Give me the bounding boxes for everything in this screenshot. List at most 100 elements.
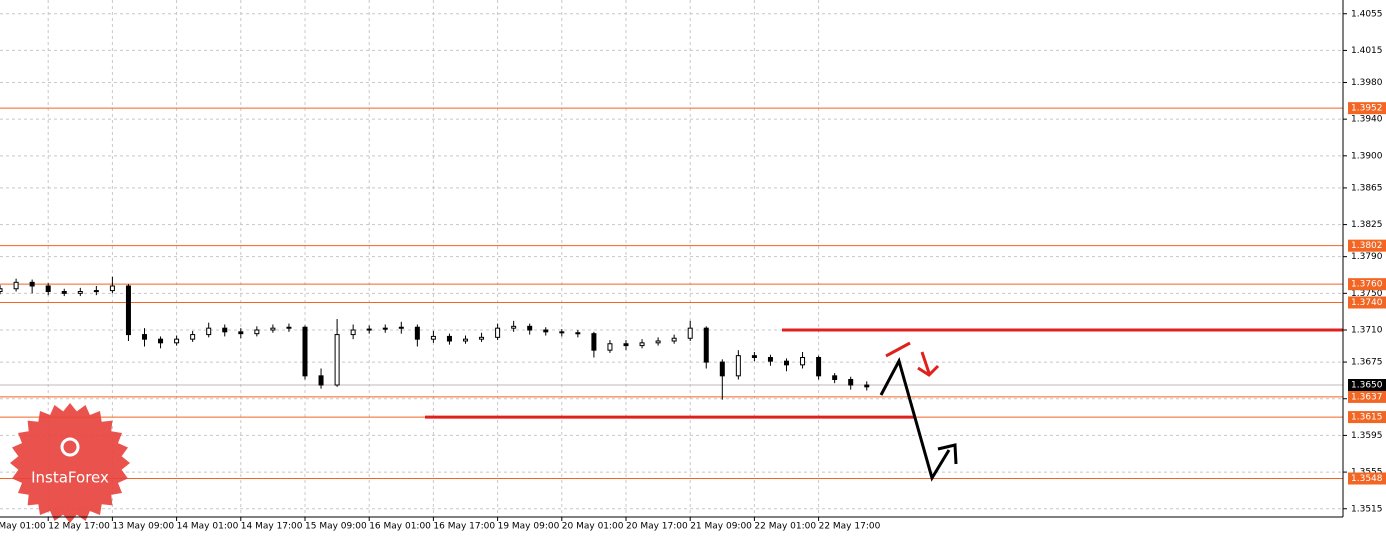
candle-body bbox=[366, 328, 372, 331]
y-tick-label: 1.4055 bbox=[1351, 9, 1383, 19]
current-price-box bbox=[1348, 379, 1386, 391]
y-tick-label: 1.3900 bbox=[1351, 151, 1383, 161]
level-label-box bbox=[1348, 296, 1386, 309]
candle-body bbox=[575, 332, 581, 335]
x-tick-label: 13 May 09:00 bbox=[112, 522, 174, 532]
level-label-box bbox=[1348, 102, 1386, 115]
level-label-box bbox=[1348, 472, 1386, 485]
candle-body bbox=[190, 334, 196, 340]
candle-body bbox=[430, 335, 436, 340]
candle-body bbox=[302, 326, 308, 377]
candle-body bbox=[816, 357, 822, 377]
candle-body bbox=[109, 285, 115, 292]
y-tick-label: 1.3595 bbox=[1351, 431, 1383, 441]
x-tick-label: 20 May 17:00 bbox=[626, 522, 688, 532]
x-tick-label: 20 May 01:00 bbox=[562, 522, 624, 532]
candle-body bbox=[591, 333, 597, 351]
current-price-label: 1.3650 bbox=[1351, 381, 1383, 391]
candle-body bbox=[623, 343, 629, 347]
candle-body bbox=[559, 331, 565, 334]
axis-labels: 1.4055 1.4015 1.3980 1.3940 1.3900 1.3865 1.38… bbox=[0, 9, 1386, 532]
candle-body bbox=[511, 325, 517, 329]
level-label: 1.3615 bbox=[1351, 413, 1383, 423]
candle-body bbox=[446, 335, 452, 342]
candle-body bbox=[800, 357, 806, 366]
candle-body bbox=[527, 325, 533, 331]
red-arrow bbox=[920, 351, 931, 374]
candle-body bbox=[238, 331, 244, 335]
candle-body bbox=[158, 338, 164, 344]
logo-icon bbox=[60, 437, 80, 457]
candles bbox=[0, 276, 870, 400]
x-tick-label: 16 May 17:00 bbox=[433, 522, 495, 532]
candle-body bbox=[767, 357, 773, 362]
levels bbox=[0, 107, 1343, 479]
candle-body bbox=[639, 342, 645, 347]
level-label: 1.3637 bbox=[1351, 392, 1383, 402]
red-arrow bbox=[885, 341, 911, 358]
x-tick-label: 12 May 01:00 bbox=[0, 522, 46, 532]
candle-body bbox=[61, 291, 67, 294]
forecast-arrow bbox=[879, 356, 951, 482]
y-tick-label: 1.3865 bbox=[1351, 183, 1383, 193]
y-tick-label: 1.3980 bbox=[1351, 78, 1383, 88]
x-tick-label: 14 May 01:00 bbox=[177, 522, 239, 532]
candle-body bbox=[270, 327, 276, 331]
red-arrow-head bbox=[917, 364, 940, 377]
y-tick-label: 1.3750 bbox=[1351, 289, 1383, 299]
candle-body bbox=[607, 343, 613, 351]
candle-body bbox=[174, 338, 180, 344]
arrow-head bbox=[937, 443, 958, 465]
candle-body bbox=[414, 326, 420, 340]
candle-body bbox=[222, 327, 228, 333]
logo-badge bbox=[10, 403, 130, 523]
logo: InstaForex bbox=[10, 403, 130, 523]
y-tick-label: 1.4015 bbox=[1351, 46, 1383, 56]
candle-body bbox=[93, 290, 99, 293]
y-tick-label: 1.3675 bbox=[1351, 358, 1383, 368]
y-tick-label: 1.3790 bbox=[1351, 252, 1383, 262]
y-tick-label: 1.3515 bbox=[1351, 504, 1383, 514]
candle-body bbox=[29, 281, 35, 287]
candle-body bbox=[864, 384, 870, 388]
candle-body bbox=[254, 329, 260, 335]
candle-body bbox=[832, 375, 838, 381]
candle-body bbox=[479, 336, 485, 340]
candle-body bbox=[0, 288, 3, 292]
candle-body bbox=[463, 338, 468, 342]
candle-body bbox=[655, 340, 661, 344]
x-tick-label: 15 May 09:00 bbox=[305, 522, 367, 532]
y-tick-label: 1.3710 bbox=[1351, 326, 1383, 336]
candle-body bbox=[543, 329, 549, 333]
candle-body bbox=[703, 327, 709, 363]
level-label: 1.3760 bbox=[1351, 280, 1383, 290]
x-tick-label: 16 May 01:00 bbox=[369, 522, 431, 532]
level-label-box bbox=[1348, 411, 1386, 424]
x-tick-label: 22 May 17:00 bbox=[819, 522, 881, 532]
candle-body bbox=[382, 327, 388, 330]
candle-body bbox=[671, 337, 677, 342]
level-label: 1.3740 bbox=[1351, 298, 1383, 308]
drawing-arrows bbox=[879, 341, 958, 482]
candle-body bbox=[13, 281, 19, 290]
logo-text: InstaForex bbox=[31, 469, 109, 487]
x-tick-label: 19 May 09:00 bbox=[498, 522, 560, 532]
level-label: 1.3952 bbox=[1351, 104, 1383, 114]
y-tick-label: 1.3940 bbox=[1351, 115, 1383, 125]
candle-body bbox=[719, 361, 725, 377]
x-tick-label: 12 May 17:00 bbox=[48, 522, 110, 532]
candle-body bbox=[848, 379, 854, 386]
x-tick-label: 21 May 09:00 bbox=[690, 522, 752, 532]
y-tick-label: 1.3825 bbox=[1351, 220, 1383, 230]
candle-body bbox=[751, 355, 757, 358]
x-tick-label: 14 May 17:00 bbox=[241, 522, 303, 532]
level-label: 1.3548 bbox=[1351, 474, 1383, 484]
candle-body bbox=[77, 291, 83, 294]
level-label-box bbox=[1348, 390, 1386, 403]
candle-body bbox=[206, 327, 212, 336]
candle-body bbox=[334, 334, 340, 386]
candle-body bbox=[687, 327, 693, 339]
candle-body bbox=[286, 326, 292, 329]
level-label-box bbox=[1348, 278, 1386, 291]
